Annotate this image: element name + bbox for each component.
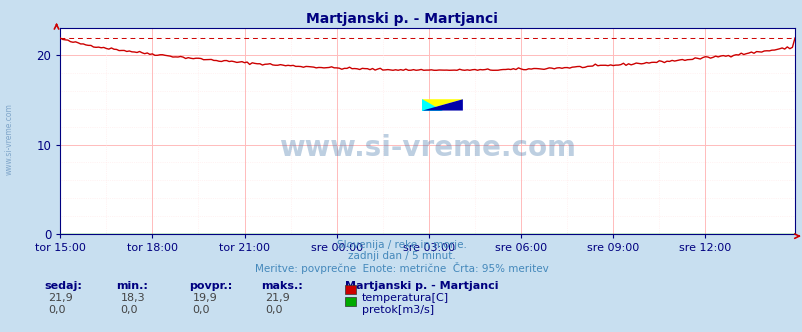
- Text: Martjanski p. - Martjanci: Martjanski p. - Martjanci: [306, 12, 496, 26]
- Text: www.si-vreme.com: www.si-vreme.com: [279, 133, 575, 162]
- Text: povpr.:: povpr.:: [188, 281, 232, 290]
- Polygon shape: [422, 99, 462, 111]
- Text: maks.:: maks.:: [261, 281, 302, 290]
- Text: 21,9: 21,9: [48, 293, 73, 303]
- Text: www.si-vreme.com: www.si-vreme.com: [5, 104, 14, 175]
- Text: 0,0: 0,0: [265, 305, 282, 315]
- Text: Meritve: povprečne  Enote: metrične  Črta: 95% meritev: Meritve: povprečne Enote: metrične Črta:…: [254, 262, 548, 274]
- Polygon shape: [422, 99, 462, 111]
- Text: 19,9: 19,9: [192, 293, 217, 303]
- Text: pretok[m3/s]: pretok[m3/s]: [362, 305, 434, 315]
- Text: 0,0: 0,0: [48, 305, 66, 315]
- Text: Martjanski p. - Martjanci: Martjanski p. - Martjanci: [345, 281, 498, 290]
- Text: 0,0: 0,0: [192, 305, 210, 315]
- Text: zadnji dan / 5 minut.: zadnji dan / 5 minut.: [347, 251, 455, 261]
- Text: temperatura[C]: temperatura[C]: [362, 293, 448, 303]
- Text: 0,0: 0,0: [120, 305, 138, 315]
- Text: min.:: min.:: [116, 281, 148, 290]
- Text: 21,9: 21,9: [265, 293, 290, 303]
- Text: Slovenija / reke in morje.: Slovenija / reke in morje.: [336, 240, 466, 250]
- Polygon shape: [422, 99, 442, 111]
- Text: 18,3: 18,3: [120, 293, 145, 303]
- Text: sedaj:: sedaj:: [44, 281, 82, 290]
